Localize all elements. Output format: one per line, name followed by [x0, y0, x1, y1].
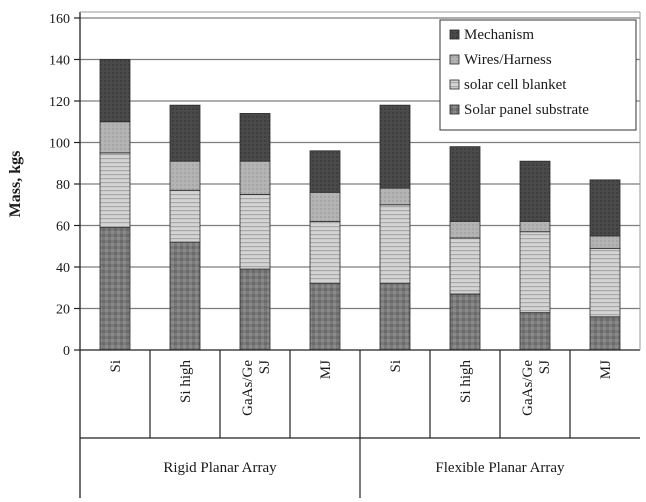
- y-tick-label: 120: [49, 95, 70, 110]
- bar-segment: [379, 187, 411, 206]
- legend-swatch: [449, 79, 460, 90]
- bar-segment: [309, 191, 341, 222]
- bar-segment: [519, 160, 551, 222]
- x-category-label: GaAs/GeSJ: [520, 360, 553, 416]
- svg-text:Si: Si: [388, 360, 404, 373]
- svg-text:MJ: MJ: [318, 360, 334, 379]
- bar-segment: [449, 146, 481, 222]
- bar-segment: [379, 283, 411, 351]
- bar-segment: [169, 189, 201, 243]
- y-tick-label: 140: [49, 54, 70, 69]
- group-label: Flexible Planar Array: [435, 460, 565, 476]
- y-tick-label: 80: [56, 178, 70, 193]
- bar-segment: [449, 293, 481, 351]
- bar-segment: [239, 160, 271, 195]
- x-category-label: Si: [388, 360, 404, 373]
- bar-segment: [309, 283, 341, 351]
- legend-swatch: [449, 104, 460, 115]
- bar-segment: [99, 152, 131, 228]
- x-category-label: MJ: [318, 360, 334, 379]
- legend-entry: Mechanism: [464, 27, 534, 43]
- svg-text:GaAs/GeSJ: GaAs/GeSJ: [240, 360, 273, 416]
- legend-entry: Solar panel substrate: [464, 102, 589, 118]
- y-tick-label: 40: [56, 261, 70, 276]
- bar-segment: [239, 268, 271, 351]
- svg-text:Si high: Si high: [178, 360, 194, 403]
- bar-segment: [449, 220, 481, 239]
- y-axis-title-group: Mass, kgs: [7, 151, 24, 218]
- legend-swatch: [449, 29, 460, 40]
- svg-text:Si: Si: [108, 360, 124, 373]
- legend: Mechanism Wires/Harness solar cell blanket…: [439, 19, 637, 131]
- bars: [99, 59, 621, 351]
- svg-text:MJ: MJ: [598, 360, 614, 379]
- bar-segment: [519, 231, 551, 314]
- y-tick-label: 20: [56, 303, 70, 318]
- y-axis-title: Mass, kgs: [7, 151, 24, 218]
- bar-segment: [99, 59, 131, 123]
- bar-segment: [309, 220, 341, 285]
- bar-segment: [519, 312, 551, 351]
- bar-segment: [99, 121, 131, 154]
- y-tick-label: 160: [49, 12, 70, 27]
- bar-segment: [169, 241, 201, 351]
- bar-segment: [239, 193, 271, 270]
- bar-segment: [379, 104, 411, 189]
- axes: [79, 11, 641, 498]
- x-category-label: Si high: [178, 360, 194, 403]
- legend-entry: Wires/Harness: [464, 52, 552, 68]
- bar-segment: [589, 247, 621, 318]
- x-category-label: MJ: [598, 360, 614, 379]
- bar-segment: [239, 113, 271, 162]
- legend-box: [439, 19, 637, 131]
- svg-text:Si high: Si high: [458, 360, 474, 403]
- bar-segment: [99, 227, 131, 351]
- legend-entry: solar cell blanket: [464, 77, 567, 93]
- y-axis-ticks: 0 20 40 60 80 100 120 140 160: [49, 12, 80, 359]
- bar-segment: [169, 104, 201, 162]
- group-label: Rigid Planar Array: [163, 460, 277, 476]
- bar-segment: [169, 160, 201, 191]
- bar-segment: [589, 179, 621, 237]
- x-category-label: Si high: [458, 360, 474, 403]
- y-tick-label: 60: [56, 220, 70, 235]
- legend-swatch: [449, 54, 460, 65]
- y-tick-label: 0: [63, 344, 70, 359]
- bar-segment: [589, 316, 621, 351]
- bar-segment: [309, 150, 341, 193]
- bar-segment: [379, 204, 411, 284]
- bar-segment: [449, 237, 481, 295]
- svg-text:GaAs/GeSJ: GaAs/GeSJ: [520, 360, 553, 416]
- x-category-label: Si: [108, 360, 124, 373]
- x-axis-categories: Si Si high GaAs/GeSJ MJ Si Si high GaAs/GeSJ MJ…: [108, 360, 614, 476]
- bar-segment: [519, 220, 551, 233]
- bar-segment: [589, 235, 621, 249]
- y-tick-label: 100: [49, 137, 70, 152]
- x-category-label: GaAs/GeSJ: [240, 360, 273, 416]
